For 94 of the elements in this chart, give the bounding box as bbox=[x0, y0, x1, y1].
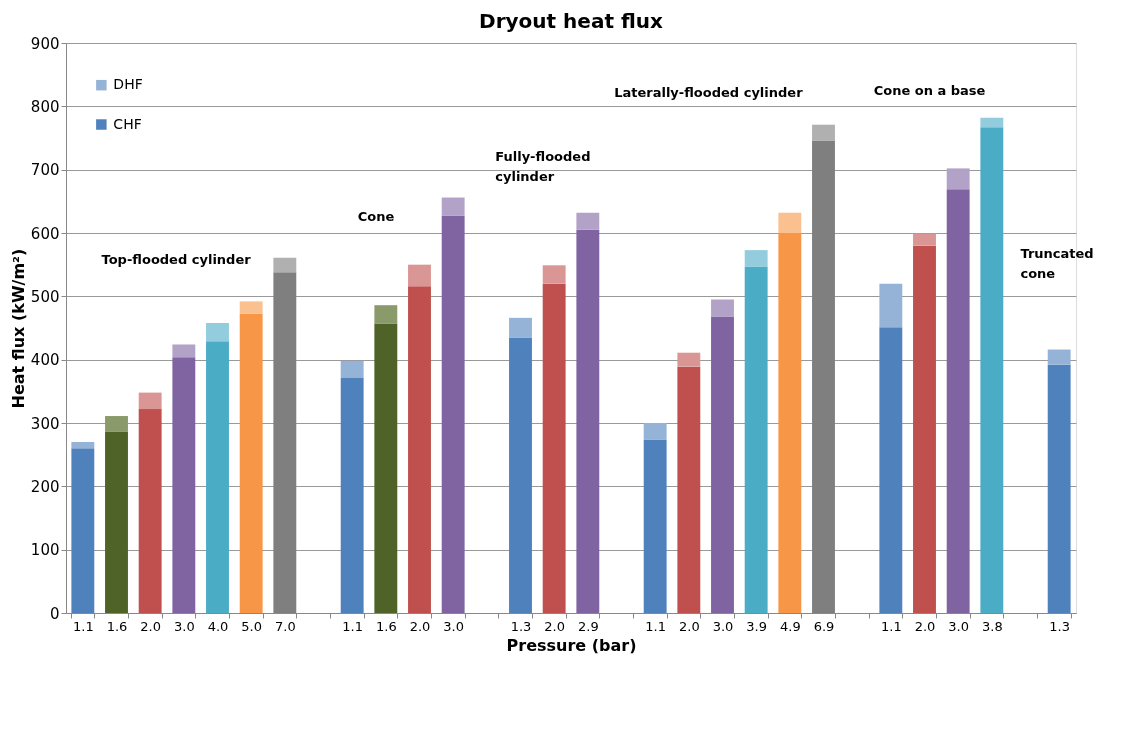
y-tick-label: 0 bbox=[49, 604, 60, 623]
x-tick-label: 3.0 bbox=[173, 618, 195, 634]
bar bbox=[946, 168, 970, 190]
bar bbox=[1047, 364, 1071, 613]
chart-title: Dryout heat flux bbox=[479, 9, 663, 33]
bar bbox=[879, 327, 903, 613]
x-tick-label: 1.3 bbox=[510, 618, 532, 634]
bar bbox=[340, 378, 364, 613]
x-tick-label: 3.0 bbox=[948, 618, 970, 634]
bar bbox=[913, 233, 936, 246]
bar bbox=[71, 442, 95, 449]
x-tick-label: 3.0 bbox=[443, 618, 465, 634]
bar bbox=[105, 416, 128, 432]
bar bbox=[643, 423, 667, 440]
x-axis-title: Pressure (bar) bbox=[506, 635, 637, 655]
x-tick-label: 1.1 bbox=[72, 618, 94, 634]
bar bbox=[744, 266, 768, 613]
bar bbox=[980, 127, 1004, 613]
bar bbox=[1047, 349, 1071, 365]
legend-label: DHF bbox=[113, 76, 143, 93]
bar bbox=[879, 283, 903, 328]
x-tick-label: 3.9 bbox=[746, 618, 768, 634]
x-tick-label: 4.0 bbox=[207, 618, 229, 634]
y-tick-label: 600 bbox=[30, 224, 60, 243]
bar bbox=[340, 360, 364, 379]
bar bbox=[206, 322, 229, 342]
bar bbox=[509, 337, 532, 613]
x-tick-label: 1.6 bbox=[375, 618, 397, 634]
bar bbox=[509, 317, 532, 338]
bar bbox=[576, 212, 600, 230]
bar bbox=[408, 264, 431, 287]
x-tick-label: 2.9 bbox=[577, 618, 599, 634]
x-tick-label: 6.9 bbox=[813, 618, 835, 634]
bar bbox=[105, 431, 128, 613]
bar bbox=[576, 229, 600, 613]
y-tick-label: 300 bbox=[30, 414, 60, 433]
bar bbox=[778, 233, 802, 613]
y-tick-label: 500 bbox=[30, 287, 60, 306]
annotation: Cone bbox=[357, 208, 395, 224]
bar bbox=[744, 250, 768, 267]
bar bbox=[172, 357, 196, 613]
y-tick-label: 100 bbox=[30, 541, 60, 560]
bar bbox=[677, 366, 701, 613]
bar bbox=[643, 439, 667, 613]
x-tick-label: 1.1 bbox=[342, 618, 364, 634]
y-tick-label: 800 bbox=[30, 97, 60, 116]
x-tick-label: 2.0 bbox=[678, 618, 700, 634]
bar bbox=[441, 197, 465, 216]
x-tick-label: 1.1 bbox=[880, 618, 902, 634]
y-tick-label: 200 bbox=[30, 477, 60, 496]
bar bbox=[677, 352, 701, 367]
bar bbox=[408, 286, 431, 613]
bar bbox=[946, 189, 970, 613]
bar bbox=[273, 257, 297, 273]
bar bbox=[711, 299, 734, 317]
x-tick-label: 1.1 bbox=[645, 618, 667, 634]
bar bbox=[71, 448, 95, 613]
x-tick-label: 1.3 bbox=[1049, 618, 1071, 634]
x-tick-label: 7.0 bbox=[274, 618, 296, 634]
y-axis-title: Heat flux (kW/m²) bbox=[8, 248, 28, 409]
annotation: Laterally-flooded cylinder bbox=[614, 85, 804, 101]
bar bbox=[138, 392, 162, 410]
bar bbox=[542, 265, 566, 284]
y-tick-label: 400 bbox=[30, 351, 60, 370]
bar bbox=[711, 316, 734, 613]
bar bbox=[138, 409, 162, 613]
bar bbox=[172, 344, 196, 358]
y-tick-label: 700 bbox=[30, 161, 60, 180]
annotation: Cone on a base bbox=[873, 82, 986, 98]
bar bbox=[374, 305, 398, 324]
annotation: Fully-flooded cylinder bbox=[495, 149, 591, 184]
y-tick-label: 900 bbox=[30, 34, 60, 53]
bar bbox=[542, 283, 566, 613]
x-tick-label: 2.0 bbox=[140, 618, 162, 634]
bar bbox=[239, 301, 263, 314]
bar bbox=[374, 323, 398, 613]
x-tick-label: 2.0 bbox=[914, 618, 936, 634]
x-tick-label: 2.0 bbox=[544, 618, 566, 634]
bar bbox=[206, 341, 229, 613]
x-tick-label: 5.0 bbox=[241, 618, 263, 634]
bar bbox=[778, 212, 802, 233]
legend-label: CHF bbox=[113, 115, 142, 132]
annotation: Top-flooded cylinder bbox=[101, 251, 252, 267]
x-tick-label: 2.0 bbox=[409, 618, 431, 634]
x-tick-label: 3.0 bbox=[712, 618, 734, 634]
x-tick-label: 4.9 bbox=[779, 618, 801, 634]
x-tick-label: 1.6 bbox=[106, 618, 128, 634]
bar bbox=[812, 124, 835, 141]
bar bbox=[441, 215, 465, 613]
x-tick-label: 3.8 bbox=[981, 618, 1003, 634]
bar bbox=[913, 245, 936, 613]
bar bbox=[980, 117, 1004, 128]
annotation: Truncated cone bbox=[1020, 245, 1094, 281]
bar bbox=[239, 313, 263, 613]
